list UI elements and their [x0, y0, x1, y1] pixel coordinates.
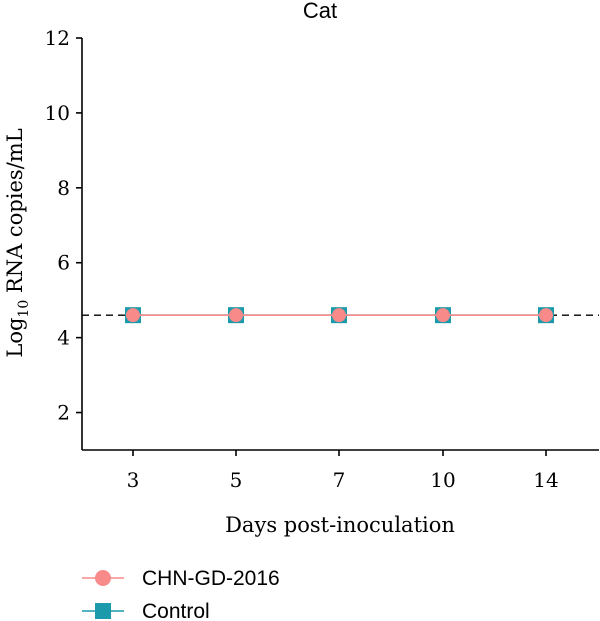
legend: CHN-GD-2016 Control: [82, 567, 280, 621]
data-point-chn-gd-2016: [332, 308, 346, 323]
legend-label: CHN-GD-2016: [142, 567, 280, 590]
y-tick-label: 2: [57, 401, 70, 425]
legend-marker-circle: [95, 570, 111, 586]
x-axis-label: Days post-inoculation: [225, 513, 455, 537]
y-ticks: 2 4 6 8 10 12: [45, 26, 82, 425]
x-tick-label: 5: [230, 468, 243, 492]
data-point-chn-gd-2016: [126, 308, 140, 323]
x-ticks: 3 5 7 10 14: [127, 450, 559, 492]
y-tick-label: 6: [57, 251, 70, 275]
y-axis-label-sub: 10: [16, 300, 32, 318]
data-point-chn-gd-2016: [229, 308, 243, 323]
y-tick-label: 4: [57, 326, 70, 350]
data-point-chn-gd-2016: [539, 308, 553, 323]
y-tick-label: 10: [45, 101, 70, 125]
y-tick-label: 12: [45, 26, 70, 50]
x-tick-label: 3: [127, 468, 140, 492]
x-tick-label: 7: [333, 468, 346, 492]
chart-title: Cat: [303, 0, 337, 23]
y-axis-label-rest: RNA copies/mL: [3, 128, 27, 299]
y-tick-label: 8: [57, 176, 70, 200]
legend-marker-square: [95, 603, 111, 619]
series-layer: [125, 307, 554, 324]
data-point-chn-gd-2016: [436, 308, 450, 323]
axes: [81, 38, 599, 451]
x-tick-label: 14: [533, 468, 558, 492]
y-axis-label-main: Log: [3, 318, 27, 358]
legend-label: Control: [142, 600, 210, 621]
y-axis-label: Log10 RNA copies/mL: [3, 128, 32, 357]
x-tick-label: 10: [430, 468, 455, 492]
